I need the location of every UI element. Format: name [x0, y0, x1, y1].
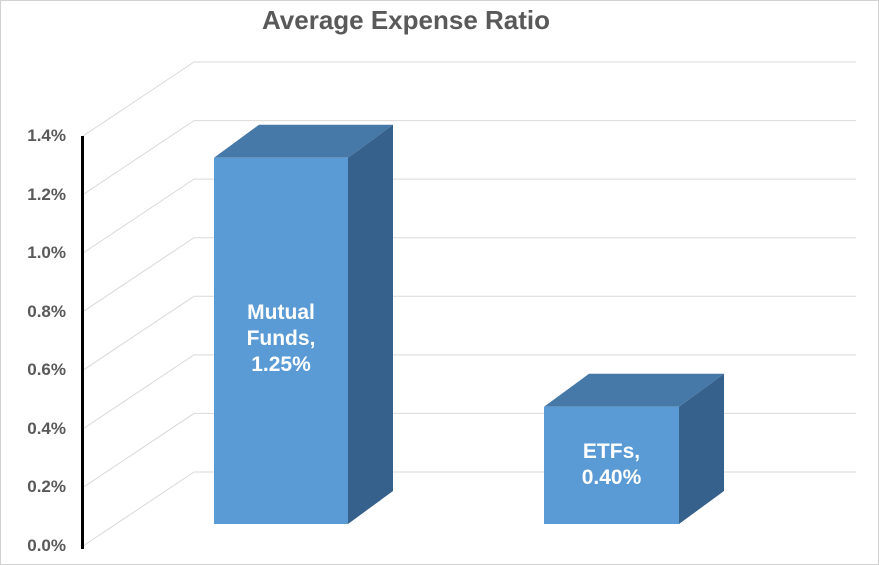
y-tick-label: 1.0%	[27, 243, 66, 262]
y-tick-label: 0.0%	[27, 536, 66, 555]
data-label-line: ETFs,	[582, 440, 641, 463]
gridline	[82, 237, 856, 313]
gridlines	[82, 61, 856, 547]
y-tick-label: 1.2%	[27, 185, 66, 204]
data-label-line: Funds,	[246, 327, 316, 350]
y-tick-label: 1.4%	[27, 126, 66, 145]
bar-side-face	[348, 124, 393, 524]
data-label-etfs: ETFs, 0.40%	[544, 439, 679, 491]
gridline	[82, 471, 856, 547]
y-tick-label: 0.2%	[27, 477, 66, 496]
gridline	[82, 354, 856, 430]
data-label-mutual-funds: Mutual Funds, 1.25%	[214, 300, 348, 378]
bar-top-face	[544, 373, 724, 407]
bar-side-face	[679, 373, 724, 524]
y-tick-label: 0.6%	[27, 360, 66, 379]
y-tick-label: 0.4%	[27, 419, 66, 438]
bar-etfs	[544, 373, 724, 524]
gridline	[82, 61, 856, 137]
bar-front-face	[214, 157, 348, 524]
data-label-line: 0.40%	[581, 466, 642, 489]
bar-top-face	[214, 124, 393, 158]
chart-title: Average Expense Ratio	[261, 5, 551, 35]
gridline	[82, 412, 856, 488]
gridline	[82, 120, 856, 195]
y-tick-label: 0.8%	[27, 302, 66, 321]
gridline	[82, 178, 856, 254]
bar-front-face	[544, 406, 679, 524]
gridline	[82, 295, 856, 371]
data-label-line: Mutual	[247, 301, 315, 324]
data-label-line: 1.25%	[251, 353, 311, 376]
bar-mutual-funds	[214, 124, 393, 524]
